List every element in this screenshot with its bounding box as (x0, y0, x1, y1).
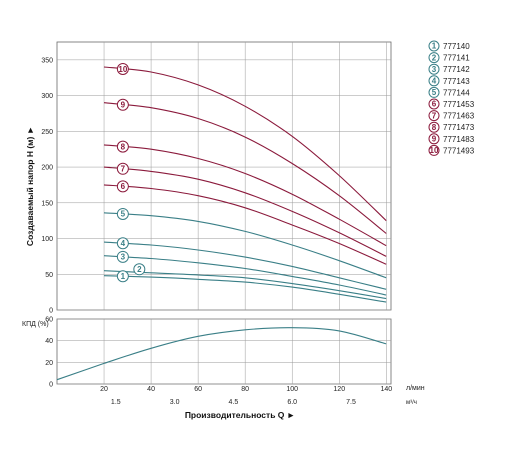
legend-marker-1 (428, 40, 440, 52)
legend-marker-label-8: 8 (432, 123, 437, 132)
efficiency-curve (56, 327, 387, 381)
head-curve-1 (103, 275, 387, 303)
efficiency-tick-label: 20 (45, 360, 53, 367)
legend-marker-label-6: 6 (432, 100, 437, 109)
flow-m3h-tick-label: 3.0 (170, 399, 180, 406)
flow-lpm-tick-label: 120 (333, 386, 345, 393)
head-tick-label: 0 (49, 308, 53, 315)
flow-lpm-tick-label: 140 (380, 386, 392, 393)
curve-marker-circle-6 (116, 180, 129, 193)
legend-marker-label-1: 1 (432, 42, 437, 51)
legend-marker-label-4: 4 (432, 77, 437, 86)
legend-marker-7 (428, 110, 440, 122)
head-curve-4 (103, 241, 387, 290)
head-tick-label: 250 (41, 129, 53, 136)
curve-marker-circle-1 (116, 270, 129, 283)
curve-marker-label-3: 3 (121, 253, 126, 262)
head-tick-label: 300 (41, 93, 53, 100)
legend-entry-6: 7771453 (443, 100, 475, 109)
curve-marker-label-9: 9 (121, 101, 126, 110)
legend-marker-6 (428, 98, 440, 110)
flow-m3h-tick-label: 7.5 (346, 399, 356, 406)
unit-m3h: м³/ч (406, 400, 417, 406)
curve-marker-label-7: 7 (121, 165, 126, 174)
head-curve-3 (103, 255, 387, 296)
head-tick-label: 50 (45, 272, 53, 279)
grid (56, 41, 392, 385)
legend-marker-label-10: 10 (430, 146, 439, 155)
curve-marker-label-8: 8 (121, 142, 126, 151)
flow-m3h-tick-label: 4.5 (229, 399, 239, 406)
head-curve-8 (103, 144, 387, 247)
legend-entry-4: 777143 (443, 77, 470, 86)
legend-marker-3 (428, 63, 440, 75)
legend-marker-9 (428, 133, 440, 145)
legend-entry-3: 777142 (443, 65, 470, 74)
curves (56, 66, 387, 381)
legend-marker-8 (428, 121, 440, 133)
flow-lpm-tick-label: 60 (194, 386, 202, 393)
curve-marker-circle-5 (116, 207, 129, 220)
curve-markers: 1 2 3 4 5 6 7 8 9 10 (116, 63, 146, 283)
efficiency-axis-label: КПД (%) (22, 321, 49, 328)
flow-m3h-tick-label: 1.5 (111, 399, 121, 406)
efficiency-tick-label: 0 (49, 382, 53, 389)
curve-marker-label-4: 4 (121, 239, 126, 248)
curve-marker-circle-2 (133, 263, 146, 276)
head-curve-9 (103, 102, 387, 234)
legend-marker-5 (428, 86, 440, 98)
curve-marker-circle-10 (116, 63, 129, 76)
flow-lpm-tick-label: 100 (286, 386, 298, 393)
efficiency-plot-frame (56, 318, 392, 385)
legend-entry-5: 777144 (443, 88, 470, 97)
efficiency-tick-label: 40 (45, 338, 53, 345)
head-tick-label: 200 (41, 165, 53, 172)
head-tick-label: 350 (41, 57, 53, 64)
legend-marker-10 (428, 144, 440, 156)
flow-axis-label: Производительность Q ► (185, 410, 295, 420)
head-plot-frame (56, 41, 392, 311)
legend-entry-9: 7771483 (443, 135, 475, 144)
curve-marker-label-2: 2 (137, 265, 142, 274)
curve-marker-label-6: 6 (121, 182, 126, 191)
flow-m3h-tick-label: 6.0 (287, 399, 297, 406)
head-curve-10 (103, 66, 387, 222)
curve-marker-circle-9 (116, 98, 129, 111)
legend-marker-4 (428, 75, 440, 87)
legend-marker-label-7: 7 (432, 111, 437, 120)
curve-marker-circle-7 (116, 162, 129, 175)
head-tick-label: 150 (41, 200, 53, 207)
legend-entry-10: 7771493 (443, 146, 475, 155)
head-curve-2 (103, 270, 387, 300)
legend-entry-8: 7771473 (443, 123, 475, 132)
curve-marker-label-1: 1 (121, 272, 126, 281)
head-curve-6 (103, 184, 387, 265)
head-curve-7 (103, 166, 387, 257)
legend-marker-label-3: 3 (432, 65, 437, 74)
head-axis-label: Создаваемый напор H (м) ► (25, 126, 35, 246)
legend-marker-2 (428, 52, 440, 64)
flow-lpm-tick-label: 40 (147, 386, 155, 393)
flow-lpm-tick-label: 20 (100, 386, 108, 393)
curve-marker-circle-3 (116, 250, 129, 263)
legend-entry-7: 7771463 (443, 112, 475, 121)
flow-lpm-tick-label: 80 (241, 386, 249, 393)
unit-lpm: л/мин (406, 385, 425, 392)
legend: 1 777140 2 777141 3 777142 4 777143 5 777144 6 7771… (428, 40, 475, 156)
head-curve-5 (103, 212, 387, 279)
curve-marker-label-10: 10 (118, 65, 127, 74)
head-tick-label: 100 (41, 236, 53, 243)
legend-marker-label-5: 5 (432, 88, 437, 97)
curve-marker-circle-8 (116, 140, 129, 153)
curve-marker-label-5: 5 (121, 210, 126, 219)
legend-marker-label-2: 2 (432, 53, 437, 62)
legend-entry-2: 777141 (443, 54, 470, 63)
curve-marker-circle-4 (116, 237, 129, 250)
tick-labels: 0 50 100 150 200 250 300 350 0 20 40 60 20 40 60 80 100 1… (41, 57, 392, 406)
legend-entry-1: 777140 (443, 42, 470, 51)
efficiency-tick-label: 60 (45, 317, 53, 324)
legend-marker-label-9: 9 (432, 135, 437, 144)
